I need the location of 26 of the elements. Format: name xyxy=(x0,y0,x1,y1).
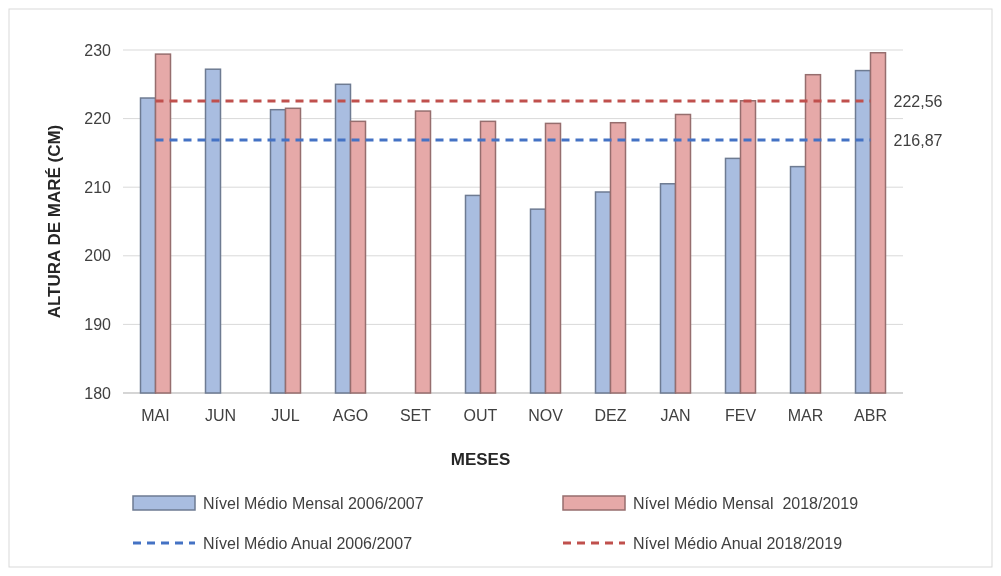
annotation: 222,56 xyxy=(893,92,943,110)
x-axis-title: MESES xyxy=(450,450,511,469)
y-tick-label: 220 xyxy=(84,110,112,128)
x-tick-label: MAI xyxy=(141,407,170,424)
x-tick-label: AGO xyxy=(332,407,369,424)
x-tick-label: MAR xyxy=(787,407,824,424)
x-tick-label: ABR xyxy=(854,407,887,424)
x-tick-label: NOV xyxy=(528,407,564,424)
legend-label: Nível Médio Anual 2006/2007 xyxy=(203,534,413,552)
x-tick-label: JAN xyxy=(660,407,691,424)
annotation: 216,87 xyxy=(893,131,943,149)
y-tick-label: 200 xyxy=(84,247,112,265)
x-tick-label: FEV xyxy=(724,407,757,424)
legend-label: Nível Médio Mensal 2006/2007 xyxy=(203,494,424,512)
y-tick-label: 190 xyxy=(84,316,112,333)
y-tick-label: 210 xyxy=(84,178,112,196)
x-tick-label: JUL xyxy=(271,407,300,424)
legend-label: Nível Médio Anual 2018/2019 xyxy=(633,534,843,552)
y-tick-label: 230 xyxy=(84,41,112,59)
x-tick-label: JUN xyxy=(204,407,237,424)
x-tick-label: OUT xyxy=(463,407,498,424)
x-tick-label: SET xyxy=(399,407,432,424)
x-tick-label: DEZ xyxy=(594,407,627,424)
y-axis-title: ALTURA DE MARÉ (CM) xyxy=(45,124,64,319)
y-tick-label: 180 xyxy=(84,384,112,402)
legend-label: Nível Médio Mensal 2018/2019 xyxy=(633,494,859,512)
